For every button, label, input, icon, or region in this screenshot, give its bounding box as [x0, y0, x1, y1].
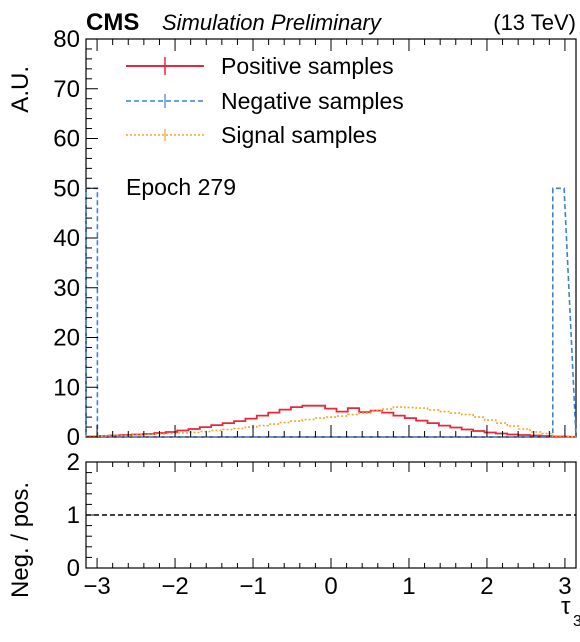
status-label: Simulation Preliminary — [162, 10, 383, 35]
histogram-negative-samples — [85, 187, 577, 438]
x-tick-label: 1 — [402, 573, 415, 600]
x-label-symbol: τ — [561, 593, 571, 620]
legend-label-negative: Negative samples — [221, 88, 404, 114]
legend-label-signal: Signal samples — [221, 122, 377, 148]
x-tick-label: −2 — [161, 573, 188, 600]
ratio-y-tick-label: 2 — [67, 449, 80, 476]
x-tick-label: −3 — [83, 573, 110, 600]
main-histograms — [85, 187, 577, 438]
ratio-panel: 0 1 2 −3 −2 −1 0 1 2 3 Neg. / pos. — [7, 449, 577, 600]
legend-entry-signal: Signal samples — [126, 122, 377, 148]
x-label-subscript: 3 — [573, 613, 580, 630]
main-panel: 0 10 20 30 40 50 60 70 80 A.U. Positive samples … — [7, 26, 577, 451]
main-y-tick-label: 50 — [53, 175, 80, 202]
main-y-tick-label: 40 — [53, 225, 80, 252]
main-y-tick-label: 80 — [53, 26, 80, 53]
ratio-y-tick-label: 1 — [67, 502, 80, 529]
ratio-y-axis: 0 1 2 — [67, 449, 98, 582]
ratio-y-label: Neg. / pos. — [7, 482, 34, 598]
main-y-tick-label: 0 — [67, 424, 80, 451]
ratio-y-tick-label: 0 — [67, 555, 80, 582]
histogram-positive-samples — [85, 404, 577, 438]
x-axis-label: τ 3 — [561, 593, 580, 630]
epoch-annotation: Epoch 279 — [126, 174, 236, 200]
legend-label-positive: Positive samples — [221, 53, 394, 79]
x-tick-label: 0 — [324, 573, 337, 600]
legend: Positive samples Negative samples Signal… — [126, 53, 404, 148]
main-y-tick-label: 10 — [53, 374, 80, 401]
energy-label: (13 TeV) — [493, 10, 576, 35]
main-y-tick-label: 60 — [53, 126, 80, 153]
main-y-label: A.U. — [7, 66, 34, 113]
legend-entry-positive: Positive samples — [126, 53, 394, 79]
x-tick-label: 2 — [480, 573, 493, 600]
main-y-axis: 0 10 20 30 40 50 60 70 80 — [53, 26, 98, 451]
experiment-label: CMS — [86, 9, 139, 36]
main-x-ticks — [96, 39, 566, 437]
x-tick-label: 3 — [558, 573, 571, 600]
main-y-tick-label: 70 — [53, 76, 80, 103]
legend-entry-negative: Negative samples — [126, 88, 404, 114]
main-y-tick-label: 20 — [53, 325, 80, 352]
x-tick-label: −1 — [239, 573, 266, 600]
ratio-x-axis: −3 −2 −1 0 1 2 3 — [83, 462, 572, 600]
main-y-tick-label: 30 — [53, 275, 80, 302]
